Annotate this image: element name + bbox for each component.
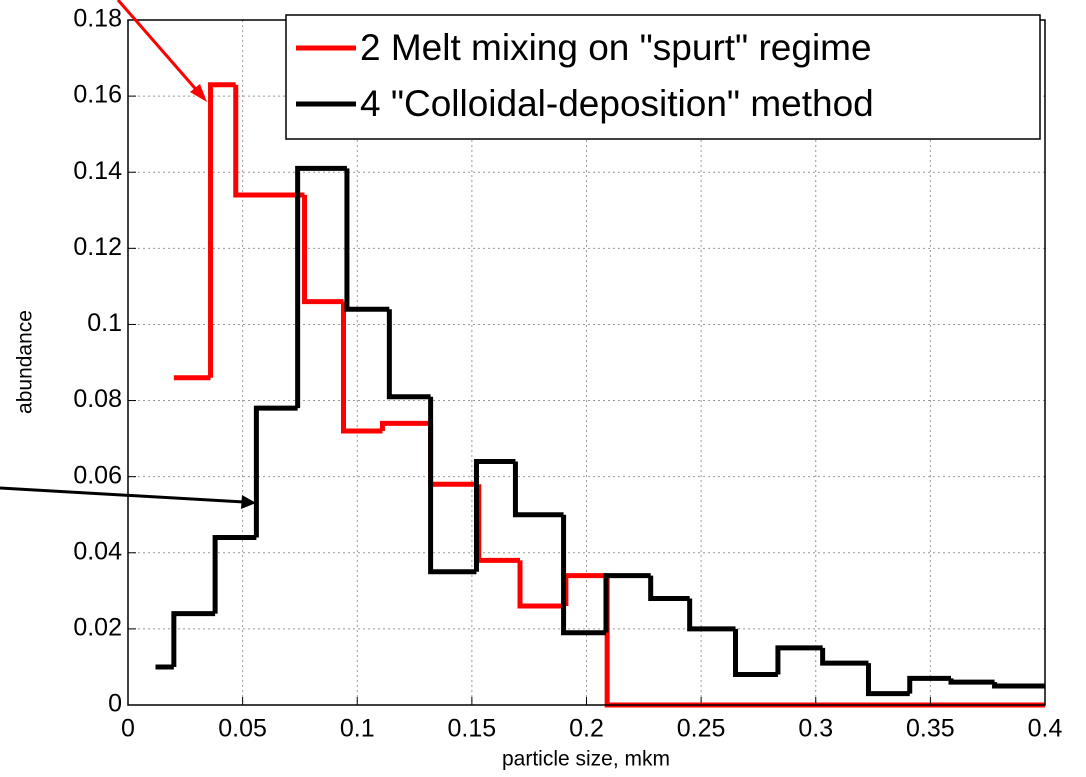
y-tick-label: 0.14 [73,157,122,185]
x-tick-label: 0.1 [340,715,375,743]
legend: 2 Melt mixing on "spurt" regime 4 "Colloi… [285,14,1041,140]
step-segment [648,575,690,601]
step-segment [561,514,606,636]
ticks: 0 0.05 0.1 0.15 0.2 0.25 0.3 0.35 0.4 0 0.02 0.04 0.… [73,5,1062,743]
y-tick-label: 0.16 [73,81,122,109]
x-tick-label: 0.2 [569,715,604,743]
step-segment [603,573,651,633]
step-segment [302,195,344,305]
y-tick-label: 0.06 [73,461,122,489]
legend-label: 4 "Colloidal-deposition" method [360,83,874,124]
x-axis-label: particle size, mkm [502,748,670,771]
x-tick-label: 0.4 [1028,715,1063,743]
x-tick-label: 0.05 [218,715,267,743]
x-tick-label: 0.35 [906,715,955,743]
x-tick-label: 0.15 [448,715,497,743]
step-segment [517,560,566,609]
step-segment [212,535,257,614]
step-segment [428,396,477,575]
arrowhead [241,495,256,509]
step-segment [473,458,516,572]
legend-box [285,14,1041,140]
y-tick-label: 0.02 [73,613,122,641]
y-tick-label: 0.12 [73,233,122,261]
x-tick-label: 0 [121,715,135,743]
step-segment [233,84,305,198]
y-tick-label: 0.08 [73,385,122,413]
step-segment [344,168,390,312]
arrow [116,0,202,95]
step-segment [253,405,298,538]
step-segment [733,628,778,678]
y-tick-label: 0 [108,690,122,718]
step-segment [948,678,995,685]
y-tick-label: 0.18 [73,5,122,33]
plot [155,82,1045,708]
step-segment [512,461,564,518]
step-segment [386,309,431,400]
legend-label: 2 Melt mixing on "spurt" regime [360,27,872,68]
step-segment [865,663,910,697]
step-segment [907,675,952,694]
arrowhead [190,84,207,102]
step-segment [295,165,347,409]
step-segment [171,611,216,667]
y-tick-label: 0.1 [87,309,122,337]
step-segment [820,647,869,666]
arrow [0,486,245,504]
step-segment [992,682,1045,689]
step-segment [687,598,736,632]
x-tick-label: 0.3 [798,715,833,743]
step-segment [604,575,1045,708]
step-segment [340,301,383,434]
step-segment [775,645,823,675]
step-segment [208,82,236,378]
y-tick-label: 0.04 [73,537,122,565]
step-segment [379,420,431,431]
y-axis-label: abundance [14,310,37,414]
x-tick-label: 0.25 [677,715,726,743]
